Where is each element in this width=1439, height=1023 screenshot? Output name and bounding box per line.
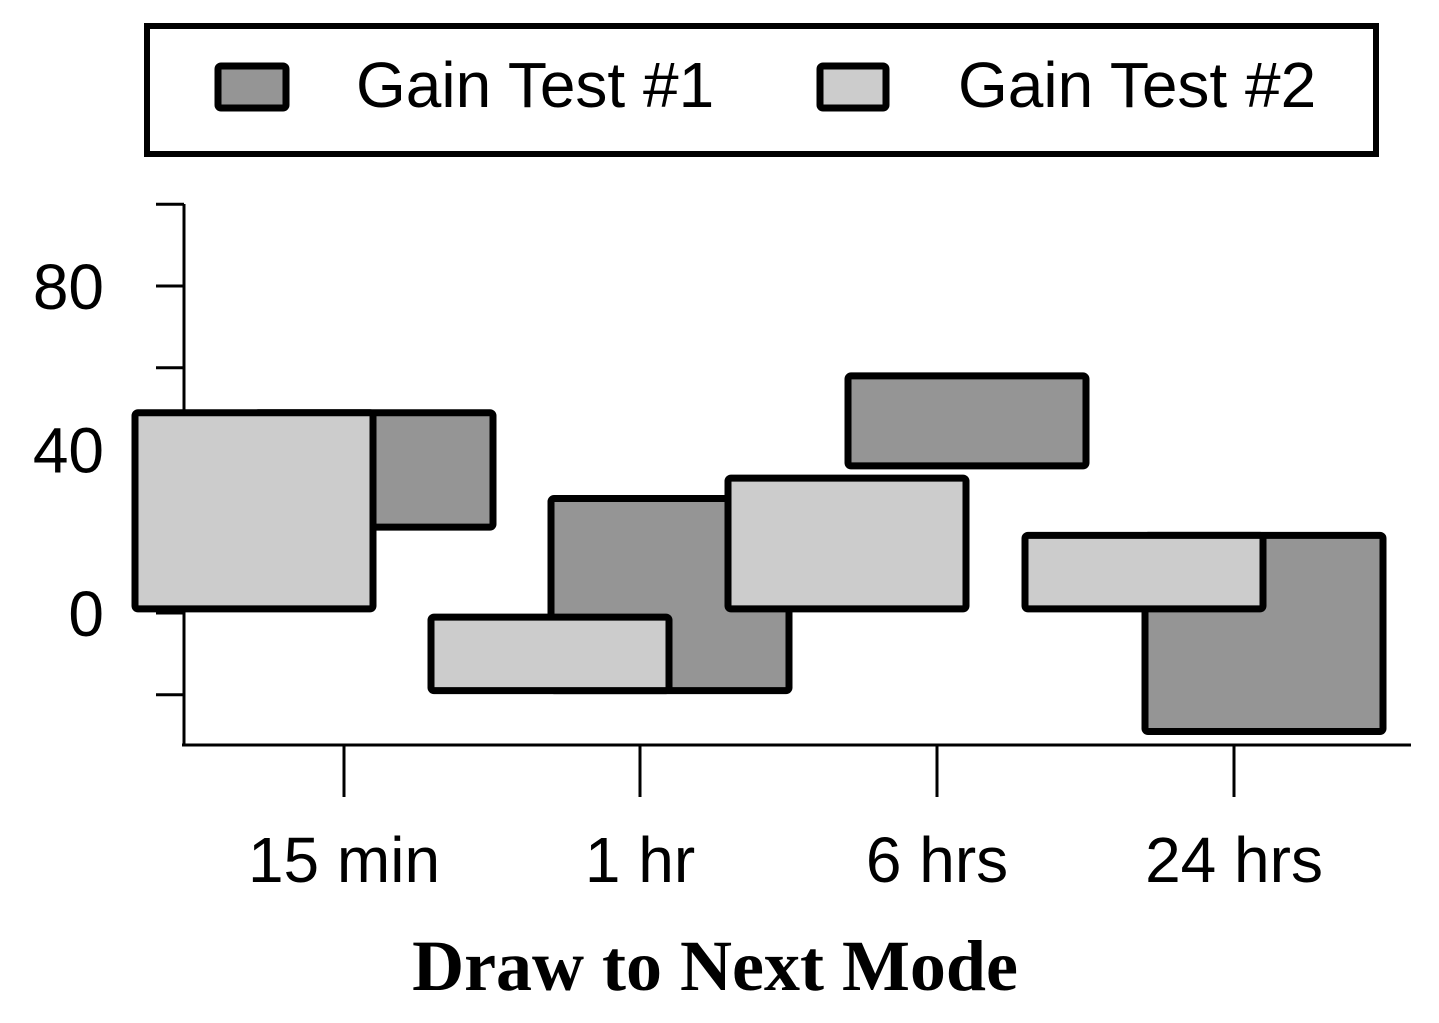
y-tick-label: 40 — [33, 415, 104, 487]
bar-gain-test-2-15-min — [131, 409, 377, 613]
x-tick-label: 6 hrs — [866, 824, 1008, 896]
bar-gain-test-1-6-hrs — [844, 372, 1090, 470]
legend-swatch-gain-test-1 — [214, 62, 290, 112]
x-axis-title: Draw to Next Mode — [412, 926, 1018, 1006]
bar-gain-test-2-1-hr — [427, 613, 673, 695]
y-tick-label: 80 — [33, 251, 104, 323]
bars — [131, 372, 1387, 736]
bar-gain-test-2-6-hrs — [724, 474, 970, 613]
legend-label-gain-test-1: Gain Test #1 — [356, 49, 714, 121]
x-ticks: 15 min 1 hr 6 hrs 24 hrs — [248, 745, 1323, 896]
legend-box — [144, 23, 1379, 157]
x-tick-label: 1 hr — [585, 824, 695, 896]
bar-gain-test-2-24-hrs — [1021, 531, 1267, 613]
legend-label-gain-test-2: Gain Test #2 — [958, 49, 1316, 121]
x-tick-label: 24 hrs — [1145, 824, 1323, 896]
y-tick-label: 0 — [68, 578, 104, 650]
legend: Gain Test #1 Gain Test #2 — [144, 23, 1379, 157]
y-ticks: 0 40 80 — [33, 202, 184, 697]
x-tick-label: 15 min — [248, 824, 440, 896]
legend-swatch-gain-test-2 — [816, 62, 890, 112]
